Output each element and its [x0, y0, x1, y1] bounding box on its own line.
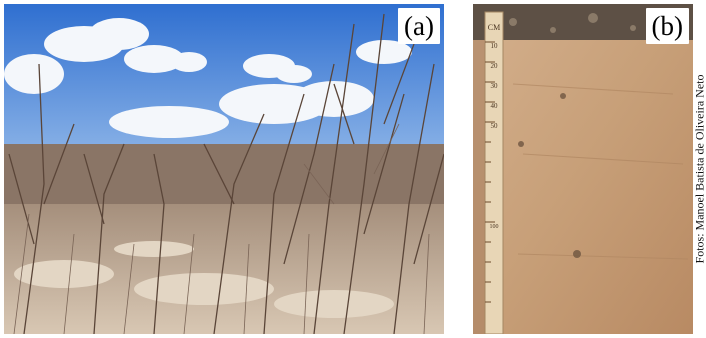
- photo-landscape: (a): [4, 4, 444, 334]
- photo-credit: Fotos: Manoel Batista de Oliveira Neto: [694, 4, 706, 334]
- ruler-unit: CM: [488, 23, 500, 32]
- landscape-image: [4, 4, 444, 334]
- soil-profile-image: CM 10 20 30 40 50 100: [473, 4, 693, 334]
- photo-soil-profile: CM 10 20 30 40 50 100 (b): [473, 4, 693, 334]
- ruler-mark-100: 100: [490, 224, 499, 230]
- ruler-mark-50: 50: [491, 122, 499, 130]
- ruler-mark-10: 10: [491, 42, 499, 50]
- ruler-mark-30: 30: [491, 82, 499, 90]
- ruler-mark-40: 40: [491, 102, 499, 110]
- ruler-mark-20: 20: [491, 62, 499, 70]
- panel-label-a: (a): [398, 8, 440, 44]
- panel-label-b: (b): [645, 8, 689, 44]
- photo-credit-text: Fotos: Manoel Batista de Oliveira Neto: [694, 74, 706, 264]
